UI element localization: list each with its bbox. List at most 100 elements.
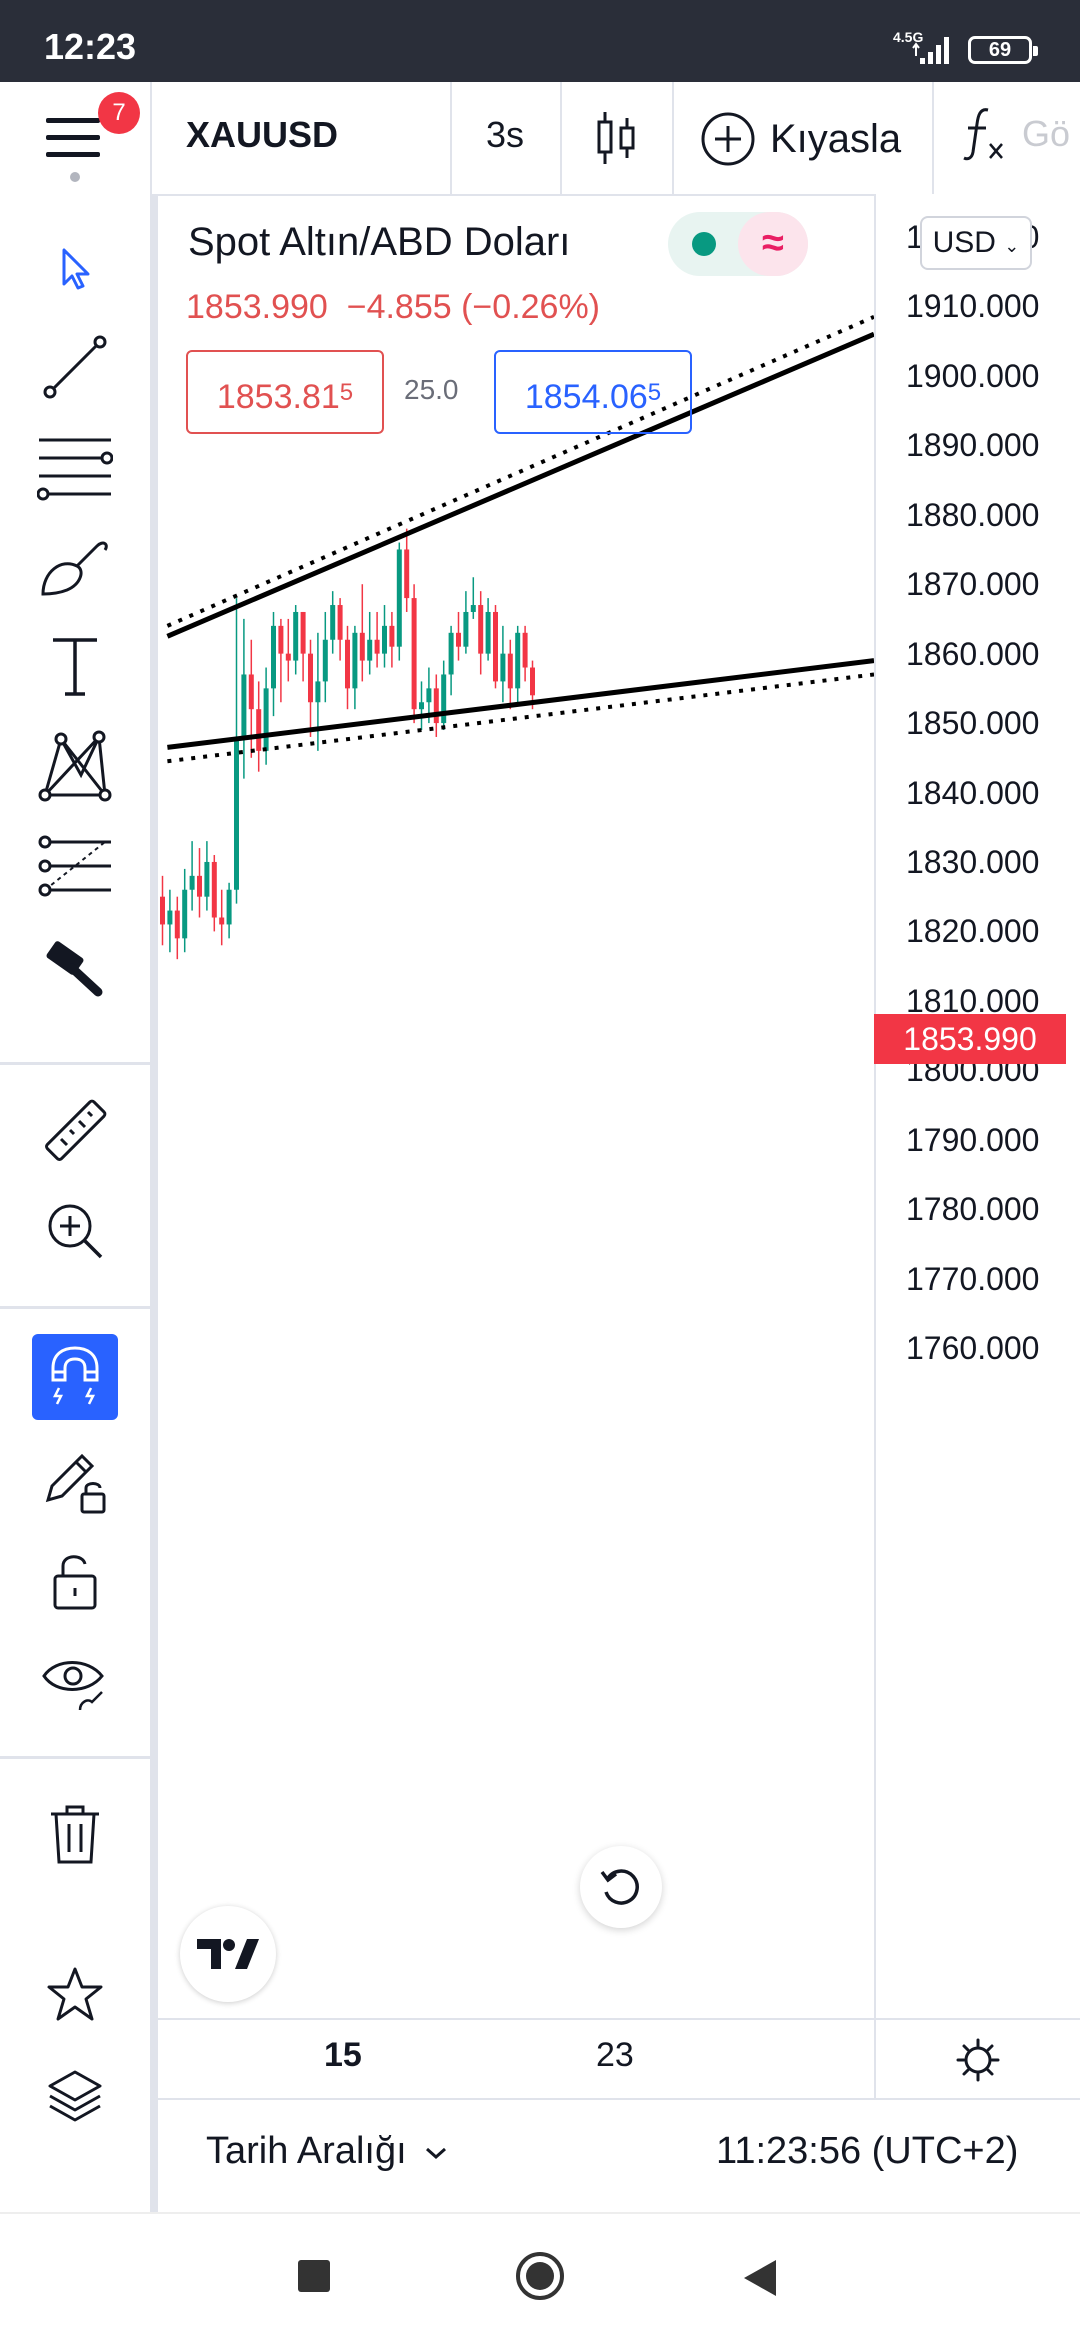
price-axis-label: 1870.000 bbox=[906, 566, 1040, 603]
candle-body bbox=[374, 639, 380, 654]
trend-line-dotted[interactable] bbox=[166, 315, 874, 628]
hammer-icon bbox=[46, 941, 103, 997]
price-chart[interactable] bbox=[158, 194, 874, 2018]
delete-tool[interactable] bbox=[28, 1788, 122, 1882]
lock-icon bbox=[53, 1555, 97, 1610]
price-axis-label: 1840.000 bbox=[906, 774, 1040, 811]
candle-body bbox=[485, 611, 491, 654]
price-axis[interactable]: 1930.0001920.0001910.0001900.0001890.000… bbox=[874, 194, 1080, 2018]
hamburger-icon bbox=[46, 118, 100, 157]
candle-body bbox=[367, 639, 373, 661]
buy-button[interactable]: 1854.065 bbox=[494, 350, 692, 434]
date-range-button[interactable]: Tarih Aralığı bbox=[206, 2130, 449, 2173]
hide-drawings-tool[interactable] bbox=[28, 1634, 122, 1728]
brush-tool[interactable] bbox=[28, 520, 122, 614]
gear-icon bbox=[956, 2038, 1000, 2082]
sell-button[interactable]: 1853.815 bbox=[186, 350, 384, 434]
magnet-tool[interactable] bbox=[32, 1334, 118, 1420]
candle-body bbox=[189, 875, 195, 890]
candle-body bbox=[522, 632, 528, 668]
trend-line[interactable] bbox=[167, 658, 874, 750]
recents-button[interactable] bbox=[298, 2260, 330, 2292]
pattern-tool[interactable] bbox=[28, 720, 122, 814]
ruler-icon bbox=[45, 1099, 107, 1161]
candle-body bbox=[308, 653, 313, 703]
drawing-toolbar bbox=[0, 194, 150, 2212]
bid-price-pip: 5 bbox=[339, 379, 354, 406]
candle-body bbox=[500, 653, 506, 682]
symbol-button[interactable]: XAUUSD bbox=[186, 114, 339, 155]
candle-body bbox=[256, 709, 262, 751]
magnet-icon bbox=[51, 1346, 99, 1405]
lock-tool[interactable] bbox=[28, 1534, 122, 1628]
reset-icon bbox=[600, 1869, 639, 1905]
candle-body bbox=[167, 910, 173, 925]
ruler-tool[interactable] bbox=[28, 1084, 122, 1178]
ask-price: 1854.06 bbox=[524, 378, 648, 416]
forecast-tool[interactable] bbox=[28, 820, 122, 914]
candle-body bbox=[426, 688, 432, 703]
candle-body bbox=[441, 674, 447, 724]
price-axis-label: 1880.000 bbox=[906, 496, 1040, 533]
candle-body bbox=[493, 611, 498, 682]
price-axis-label: 1790.000 bbox=[906, 1121, 1040, 1158]
candle-body bbox=[160, 896, 165, 925]
brush-icon bbox=[41, 541, 108, 596]
candle-body bbox=[197, 875, 202, 897]
compare-label: Kıyasla bbox=[770, 116, 902, 161]
symbol-title[interactable]: Spot Altın/ABD Doları bbox=[188, 220, 571, 264]
pattern-icon bbox=[38, 730, 112, 802]
price-change: −4.855 (−0.26%) bbox=[346, 288, 601, 326]
chart-toolbar: 7 XAUUSD 3s Kıyasla Gö bbox=[0, 82, 1080, 196]
market-open-dot bbox=[692, 232, 716, 256]
indicators-button[interactable]: Gö bbox=[962, 104, 1070, 164]
eye-icon bbox=[42, 1661, 104, 1711]
candle-body bbox=[182, 889, 188, 939]
legend-price-line: 1853.990 −4.855 (−0.26%) bbox=[186, 288, 600, 327]
trend-line-tool[interactable] bbox=[28, 320, 122, 414]
last-price: 1853.990 bbox=[186, 288, 328, 326]
candle-body bbox=[433, 688, 439, 724]
reset-chart-button[interactable] bbox=[580, 1846, 662, 1928]
chart-type-button[interactable] bbox=[562, 82, 672, 194]
text-tool[interactable] bbox=[28, 620, 122, 714]
compare-button[interactable]: Kıyasla bbox=[700, 104, 901, 174]
status-time: 12:23 bbox=[44, 26, 137, 67]
home-icon bbox=[526, 2262, 554, 2290]
menu-button[interactable]: 7 bbox=[0, 82, 150, 194]
candle-body bbox=[248, 674, 254, 710]
market-status-pill[interactable]: ≈ bbox=[668, 212, 808, 276]
fib-tool[interactable] bbox=[28, 420, 122, 514]
home-button[interactable] bbox=[516, 2252, 564, 2300]
currency-button[interactable]: USD ⌄ bbox=[920, 216, 1032, 270]
timezone-clock[interactable]: 11:23:56 (UTC+2) bbox=[716, 2130, 1019, 2172]
price-axis-label: 1890.000 bbox=[906, 427, 1040, 464]
current-price-label: 1853.990 bbox=[874, 1014, 1066, 1064]
trend-line[interactable] bbox=[166, 331, 874, 639]
hammer-tool[interactable] bbox=[28, 920, 122, 1014]
candle-body bbox=[507, 653, 513, 689]
layers-icon bbox=[48, 2070, 102, 2122]
favorites-tool[interactable] bbox=[28, 1948, 122, 2042]
cursor-tool[interactable] bbox=[28, 220, 122, 314]
candle-body bbox=[404, 549, 410, 599]
back-button[interactable] bbox=[742, 2258, 778, 2298]
time-axis[interactable] bbox=[158, 2018, 1080, 2100]
candle-body bbox=[396, 549, 402, 647]
trend-line-icon bbox=[43, 335, 107, 399]
chart-settings-button[interactable] bbox=[874, 2020, 1080, 2100]
candle-body bbox=[293, 611, 299, 661]
cursor-icon bbox=[62, 248, 90, 290]
candle-body bbox=[470, 605, 476, 612]
tradingview-logo[interactable] bbox=[180, 1906, 276, 2002]
object-tree-tool[interactable] bbox=[28, 2050, 122, 2144]
candle-body bbox=[219, 917, 225, 925]
price-axis-label: 1770.000 bbox=[906, 1260, 1040, 1297]
candles-icon bbox=[597, 112, 635, 164]
lock-drawings-tool[interactable] bbox=[28, 1434, 122, 1528]
chevron-down-icon bbox=[426, 2147, 447, 2160]
interval-button[interactable]: 3s bbox=[485, 114, 525, 155]
candle-body bbox=[530, 667, 535, 696]
ask-price-pip: 5 bbox=[647, 379, 662, 406]
zoom-tool[interactable] bbox=[28, 1184, 122, 1278]
